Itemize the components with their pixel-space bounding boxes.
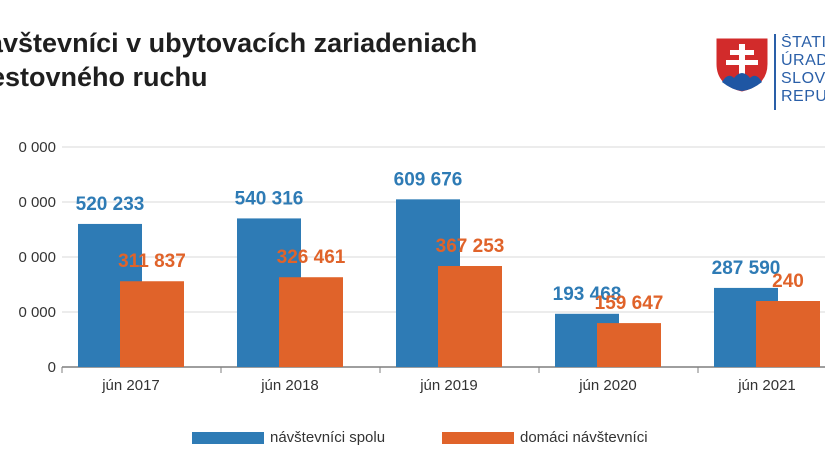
logo-org-line: SLOV — [781, 70, 825, 87]
chart-title-line-1: ávštevníci v ubytovacích zariadeniach — [0, 28, 478, 58]
data-label-domestic: 326 461 — [277, 247, 346, 268]
legend-label-total: návštevníci spolu — [270, 429, 386, 446]
bar-domestic — [597, 323, 661, 367]
data-label-domestic: 240 — [772, 271, 804, 292]
bar-domestic — [756, 301, 820, 367]
data-label-total: 520 233 — [76, 194, 145, 215]
logo-divider — [774, 34, 776, 110]
x-tick-label: jún 2018 — [260, 377, 319, 394]
data-label-domestic: 367 253 — [436, 236, 505, 257]
data-label-total: 609 676 — [394, 169, 463, 190]
bar-domestic — [279, 277, 343, 367]
legend-swatch-total — [192, 432, 264, 444]
logo-org-line: ŠTATI — [781, 34, 825, 51]
statistical-office-logo: ŠTATI ÚRAD SLOV REPU — [712, 34, 825, 110]
y-tick-label: 0 000 — [18, 304, 56, 321]
logo-org-line: REPU — [781, 88, 825, 105]
x-tick-label: jún 2019 — [419, 377, 478, 394]
y-tick-label: 0 000 — [18, 249, 56, 266]
x-tick-label: jún 2017 — [101, 377, 160, 394]
y-tick-label: 0 000 — [18, 139, 56, 156]
x-tick-label: jún 2020 — [578, 377, 637, 394]
logo-org-name: ŠTATI ÚRAD SLOV REPU — [781, 34, 825, 106]
data-label-total: 193 468 — [553, 284, 622, 305]
chart-title: ávštevníci v ubytovacích zariadeniach es… — [0, 26, 640, 94]
slovak-coat-of-arms-icon — [715, 37, 769, 93]
y-tick-label: 0 000 — [18, 194, 56, 211]
data-label-total: 287 590 — [712, 258, 781, 279]
chart-title-line-2: estovného ruchu — [0, 62, 208, 92]
bar-domestic — [120, 281, 184, 367]
logo-org-line: ÚRAD — [781, 52, 825, 69]
data-label-total: 540 316 — [235, 188, 304, 209]
y-tick-label: 0 — [48, 359, 56, 376]
data-label-domestic: 311 837 — [118, 251, 186, 272]
bar-domestic — [438, 266, 502, 367]
x-tick-label: jún 2021 — [737, 377, 796, 394]
legend-label-domestic: domáci návštevníci — [520, 429, 648, 446]
data-label-domestic: 159 647 — [595, 293, 664, 314]
legend-swatch-domestic — [442, 432, 514, 444]
